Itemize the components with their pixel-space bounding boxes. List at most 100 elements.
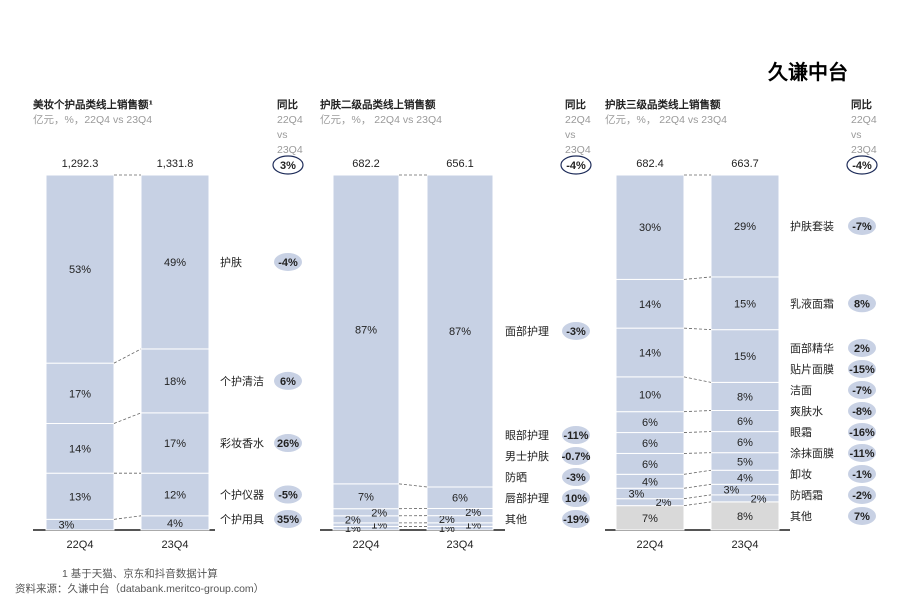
yoy-header: 同比 <box>277 98 298 111</box>
segment-label: 13% <box>69 491 91 503</box>
yoy-badge <box>848 359 876 378</box>
x-tick-label: 23Q4 <box>162 539 189 551</box>
connector-line <box>113 348 142 364</box>
yoy-value: -4% <box>278 257 298 269</box>
segment-label: 18% <box>164 376 186 388</box>
yoy-badge <box>848 380 876 399</box>
segment-label: 8% <box>737 391 753 403</box>
bar-segment <box>140 174 210 350</box>
category-label: 唇部护理 <box>505 491 549 505</box>
yoy-badge <box>562 510 590 528</box>
bar-segment <box>45 362 115 424</box>
yoy-badge <box>848 443 876 462</box>
yoy-header: vs <box>851 129 862 141</box>
segment-label: 2% <box>439 514 455 526</box>
connector-line <box>683 483 712 489</box>
segment-label: 30% <box>639 222 661 234</box>
bar-segment <box>426 507 494 517</box>
total-label: 1,331.8 <box>157 158 194 170</box>
category-label: 乳液面霜 <box>790 296 834 310</box>
total-yoy-ring <box>560 155 592 175</box>
total-label: 682.2 <box>352 158 380 170</box>
segment-label: 5% <box>737 456 753 468</box>
yoy-header: 同比 <box>851 98 872 111</box>
connector-line <box>683 376 712 383</box>
yoy-value: 10% <box>565 493 587 505</box>
bar-segment <box>332 515 400 524</box>
x-tick-label: 22Q4 <box>637 539 664 551</box>
yoy-badge <box>562 447 590 465</box>
x-tick-label: 22Q4 <box>353 539 380 551</box>
chart-subtitle: 亿元，%， 22Q4 vs 23Q4 <box>605 113 727 126</box>
bar-segment <box>332 174 400 485</box>
yoy-value: 26% <box>277 438 299 450</box>
segment-label: 29% <box>734 221 756 233</box>
x-tick-label: 22Q4 <box>67 539 94 551</box>
chart-subtitle: 亿元，%， 22Q4 vs 23Q4 <box>320 113 442 126</box>
bar-segment <box>45 518 115 531</box>
yoy-header: vs <box>565 129 576 141</box>
segment-label: 7% <box>642 513 658 525</box>
bar-segment <box>710 276 780 331</box>
segment-label: 2% <box>465 507 481 519</box>
bar-segment <box>45 472 115 520</box>
connector-line <box>683 501 712 507</box>
yoy-value: 6% <box>280 376 296 388</box>
segment-label: 2% <box>751 493 767 505</box>
segment-label: 2% <box>656 497 672 509</box>
total-label: 663.7 <box>731 158 759 170</box>
connector-line <box>683 431 712 433</box>
segment-label: 17% <box>69 388 91 400</box>
connector-line <box>683 327 712 331</box>
segment-label: 6% <box>737 416 753 428</box>
yoy-badge <box>562 426 590 444</box>
yoy-value: 8% <box>854 298 870 310</box>
footnote: 1 基于天猫、京东和抖音数据计算 <box>62 567 218 580</box>
connector-line <box>683 276 712 280</box>
segment-label: 6% <box>737 437 753 449</box>
yoy-header: 23Q4 <box>851 144 877 156</box>
bar-segment <box>710 483 780 496</box>
yoy-value: 2% <box>854 343 870 355</box>
category-label: 洁面 <box>790 384 812 397</box>
segment-label: 53% <box>69 264 91 276</box>
category-label: 个护仪器 <box>220 488 264 502</box>
yoy-badge <box>848 485 876 504</box>
connector-line <box>398 483 428 488</box>
category-label: 面部护理 <box>505 324 549 338</box>
segment-label: 6% <box>452 493 468 505</box>
segment-label: 14% <box>639 348 661 360</box>
yoy-badge <box>274 252 302 271</box>
segment-label: 4% <box>167 518 183 530</box>
bar-segment <box>140 412 210 474</box>
segment-label: 15% <box>734 351 756 363</box>
connector-line <box>683 410 712 413</box>
connector-line <box>683 452 712 454</box>
bar-segment <box>710 381 780 411</box>
category-label: 彩妆香水 <box>220 437 264 450</box>
yoy-badge <box>848 422 876 441</box>
total-label: 682.4 <box>636 158 664 170</box>
yoy-value: -5% <box>278 490 298 502</box>
connector-line <box>683 469 712 475</box>
yoy-badge <box>562 468 590 486</box>
bar-segment <box>140 348 210 414</box>
yoy-value: -11% <box>563 430 588 442</box>
yoy-badge <box>848 338 876 357</box>
logo: 久谦中台 <box>768 60 848 84</box>
yoy-value: -11% <box>849 448 874 460</box>
yoy-badge <box>562 321 590 340</box>
segment-label: 3% <box>628 488 644 500</box>
bar-segment <box>710 494 780 503</box>
yoy-value: -2% <box>852 490 872 502</box>
segment-label: 10% <box>639 389 661 401</box>
yoy-value: -7% <box>852 385 872 397</box>
yoy-value: 7% <box>854 511 870 523</box>
yoy-header: 22Q4 <box>565 114 591 126</box>
yoy-header: 23Q4 <box>565 144 591 156</box>
yoy-value: -16% <box>849 427 875 439</box>
category-label: 护肤套装 <box>790 219 834 233</box>
bar-segment <box>332 508 400 517</box>
